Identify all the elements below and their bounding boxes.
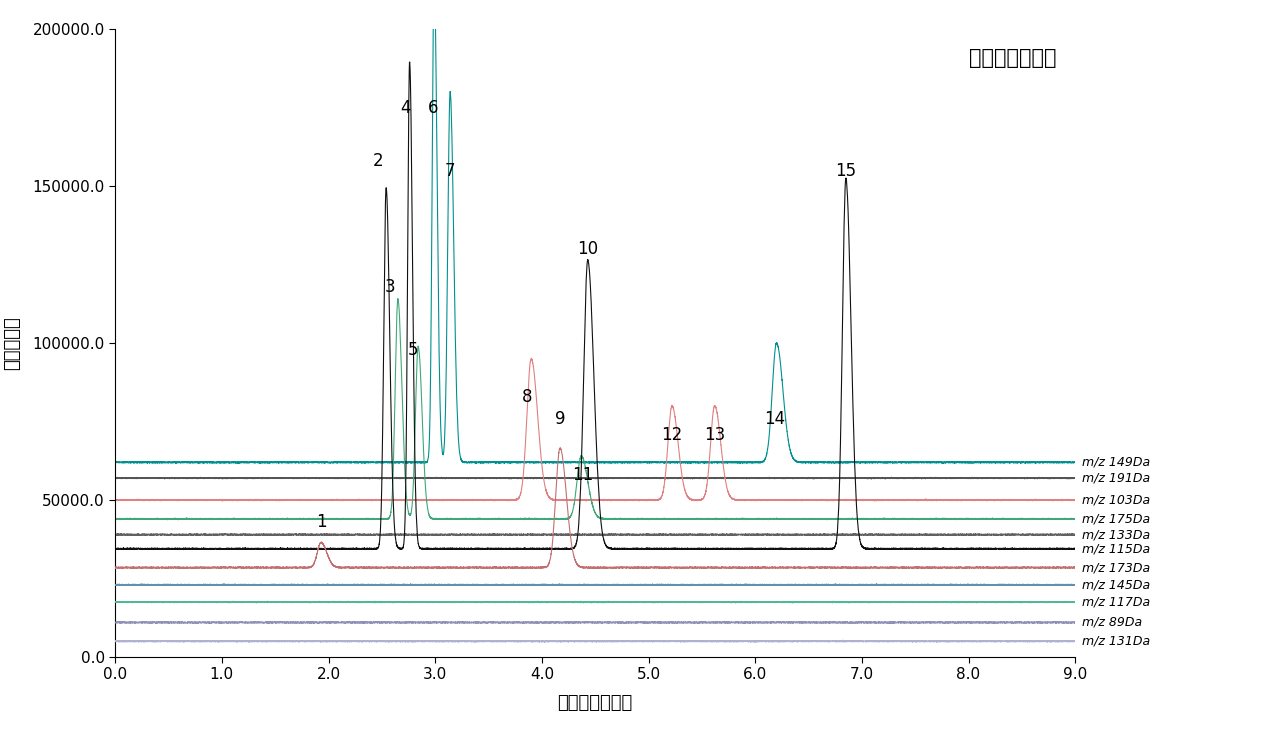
Text: m/z 131Da: m/z 131Da xyxy=(1082,635,1151,648)
Text: m/z 149Da: m/z 149Da xyxy=(1082,456,1151,469)
Text: 5: 5 xyxy=(407,341,419,359)
Text: 4: 4 xyxy=(401,99,411,117)
Text: 2: 2 xyxy=(372,153,383,171)
Text: m/z 175Da: m/z 175Da xyxy=(1082,512,1151,526)
X-axis label: 保持時間（分）: 保持時間（分） xyxy=(558,694,632,712)
Text: m/z 103Da: m/z 103Da xyxy=(1082,493,1151,507)
Text: m/z 133Da: m/z 133Da xyxy=(1082,528,1151,541)
Text: m/z 115Da: m/z 115Da xyxy=(1082,542,1151,556)
Text: m/z 145Da: m/z 145Da xyxy=(1082,578,1151,591)
Text: 3: 3 xyxy=(385,278,396,296)
Text: 13: 13 xyxy=(704,426,726,444)
Text: 8: 8 xyxy=(522,388,532,406)
Text: m/z 117Da: m/z 117Da xyxy=(1082,596,1151,609)
Text: 7: 7 xyxy=(445,162,456,180)
Text: m/z 89Da: m/z 89Da xyxy=(1082,616,1142,629)
Text: 1: 1 xyxy=(316,513,326,531)
Text: 10: 10 xyxy=(577,240,598,258)
Text: 15: 15 xyxy=(836,162,856,180)
Text: 14: 14 xyxy=(764,410,785,428)
Text: 6: 6 xyxy=(428,99,438,117)
Text: 11: 11 xyxy=(572,466,593,485)
Text: 12: 12 xyxy=(662,426,682,444)
Text: 9: 9 xyxy=(554,410,566,428)
Y-axis label: レスポンス: レスポンス xyxy=(4,316,22,370)
Text: 有機酸標準試料: 有機酸標準試料 xyxy=(969,48,1056,68)
Text: m/z 191Da: m/z 191Da xyxy=(1082,472,1151,485)
Text: m/z 173Da: m/z 173Da xyxy=(1082,561,1151,574)
